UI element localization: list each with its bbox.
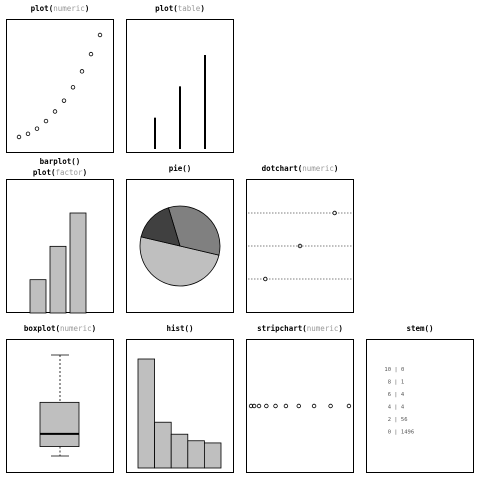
stem-line: 0 | 1496 [388,430,415,436]
panel-pie [126,179,234,313]
data-point [25,131,31,137]
stripchart-points [248,403,352,409]
strip-point [251,403,257,409]
hist-bar [203,442,222,469]
dot-point [332,210,337,216]
data-point [79,69,85,74]
strip-point [256,403,262,409]
dot-point [297,243,303,249]
dot-point [263,276,268,282]
strip-point [264,403,269,409]
plot-numeric-points [16,32,103,140]
panel-plot-numeric [6,19,114,153]
box [39,401,80,447]
pie-slice [139,236,220,287]
stem-line: 10 | 0 [384,367,404,373]
hist-bar [187,440,205,469]
panel-dotchart [246,179,354,313]
strip-point [296,403,301,409]
data-point [43,118,49,124]
data-point [97,32,103,38]
boxplot-marks [39,354,80,457]
strip-point [311,403,317,409]
strip-point [283,403,289,409]
bar [29,279,47,314]
data-point [52,109,58,114]
title-stripchart: stripchart(numeric) [257,324,343,333]
stem-line: 8 | 1 [388,380,405,386]
hist-bar [154,421,172,469]
title-dotchart: dotchart(numeric) [262,164,339,173]
title-hist: hist() [166,324,193,333]
strip-point [346,403,352,409]
panel-stem [366,339,474,473]
panel-hist [126,339,234,473]
title-stem: stem() [406,324,433,333]
strip-point [328,403,333,409]
title-plot-numeric: plot(numeric) [31,4,90,13]
data-point [34,126,40,131]
stem-line: 6 | 4 [388,392,405,398]
plot-table-lines [154,55,206,149]
data-point [61,98,67,103]
title-pie: pie() [169,164,192,173]
barplot-bars [29,212,87,314]
hist-bar [137,358,156,469]
stem-line: 4 | 4 [388,405,405,411]
strip-point [273,403,278,409]
strip-point [248,403,254,409]
stem-line: 2 | 56 [388,417,408,423]
data-point [88,51,94,57]
title-boxplot: boxplot(numeric) [24,324,96,333]
panel-stripchart [246,339,354,473]
bar [69,212,87,314]
panel-boxplot [6,339,114,473]
title-barplot: barplot() [40,157,81,166]
pie-slices [139,205,221,287]
data-point [70,85,76,90]
hist-bars [137,358,222,469]
pie-slice [140,207,181,247]
panel-plot-table [126,19,234,153]
dotchart-marks [248,210,352,282]
title-plot-factor: plot(factor) [33,168,87,177]
data-point [16,134,22,140]
title-plot-table: plot(table) [155,4,205,13]
stem-lines: 10 | 0 8 | 1 6 | 4 4 | 4 2 | 56 0 | 1496 [384,367,414,436]
bar [49,245,67,314]
hist-bar [170,433,189,469]
pie-slice [167,205,221,256]
